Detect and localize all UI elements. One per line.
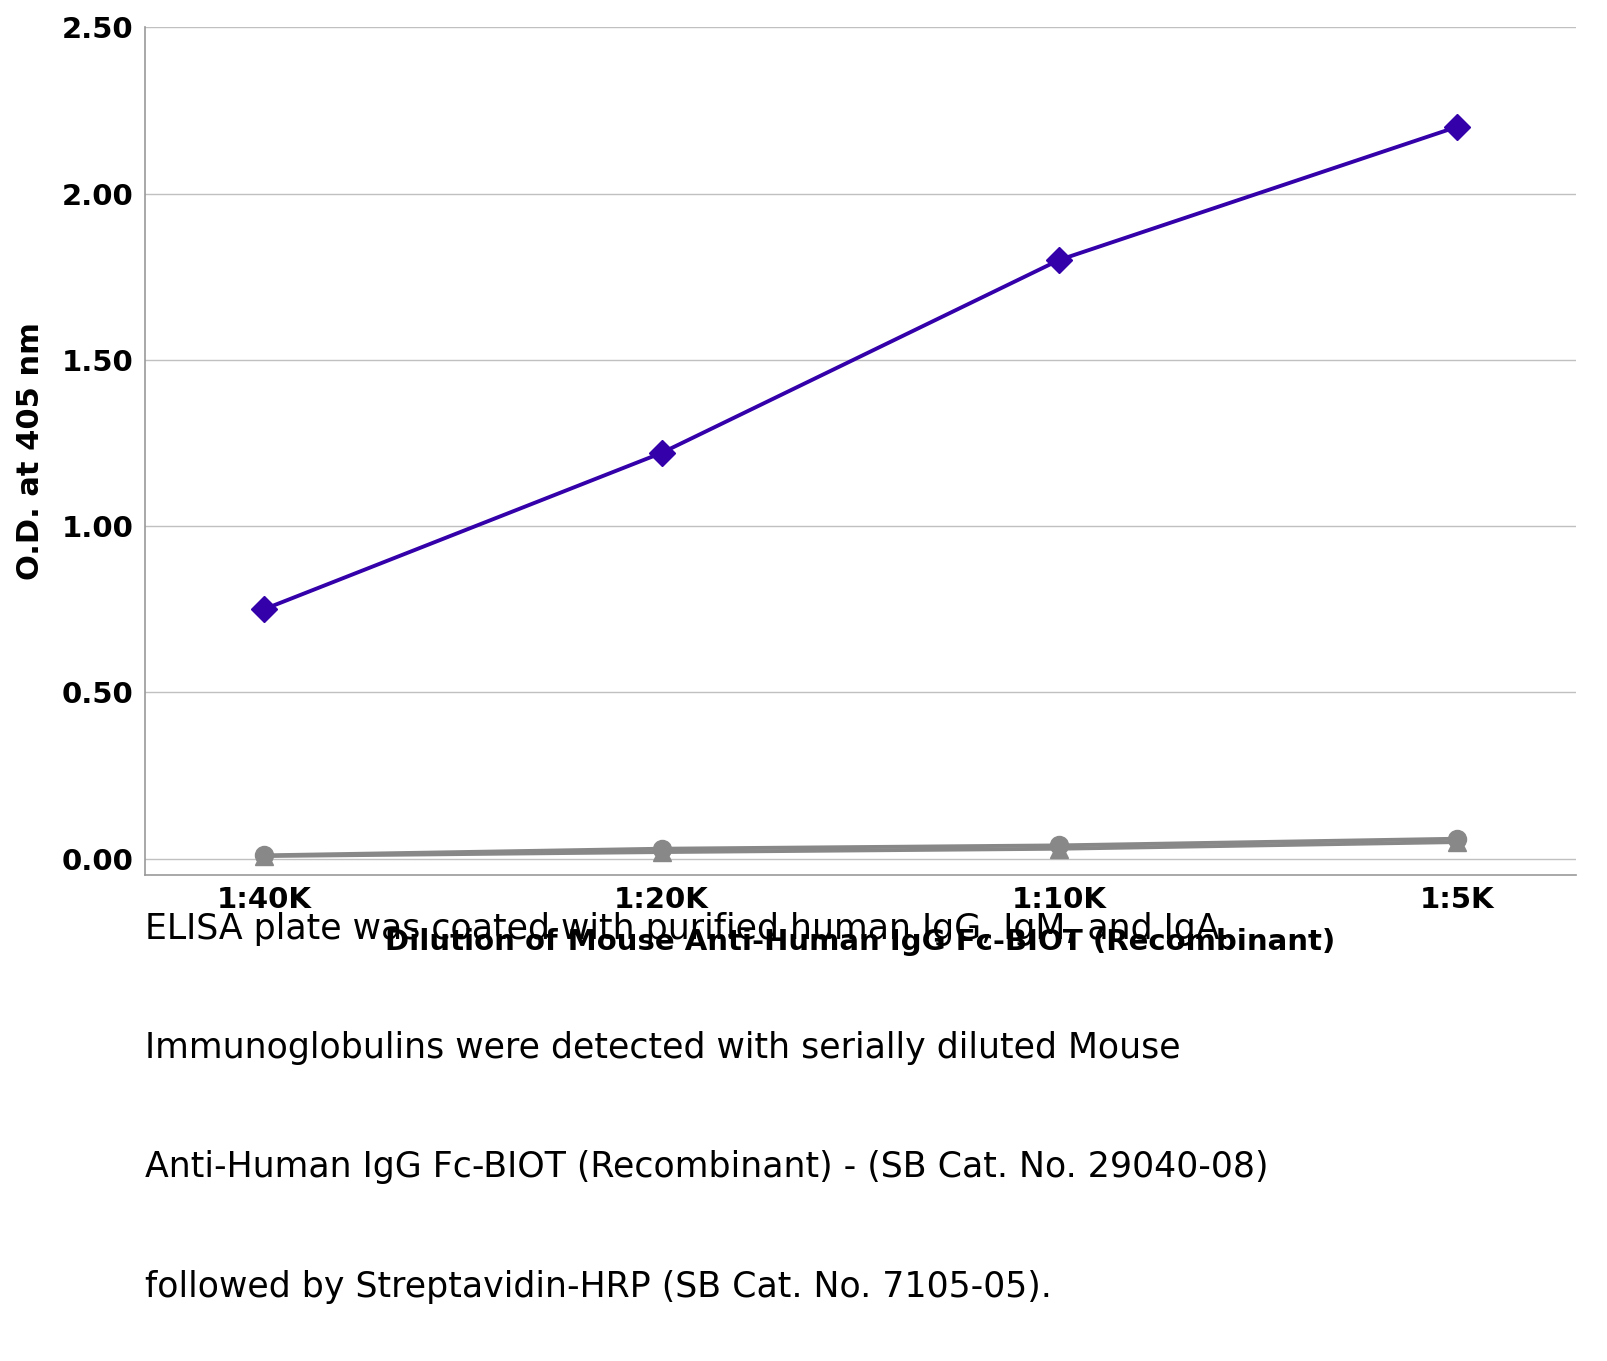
Text: Immunoglobulins were detected with serially diluted Mouse: Immunoglobulins were detected with seria… bbox=[145, 1032, 1180, 1066]
Text: followed by Streptavidin-HRP (SB Cat. No. 7105-05).: followed by Streptavidin-HRP (SB Cat. No… bbox=[145, 1270, 1051, 1304]
Text: ELISA plate was coated with purified human IgG, IgM, and IgA.: ELISA plate was coated with purified hum… bbox=[145, 912, 1229, 946]
Text: Anti-Human IgG Fc-BIOT (Recombinant) - (SB Cat. No. 29040-08): Anti-Human IgG Fc-BIOT (Recombinant) - (… bbox=[145, 1150, 1268, 1184]
Y-axis label: O.D. at 405 nm: O.D. at 405 nm bbox=[16, 323, 45, 580]
Legend: IgG, IgM, IgA: IgG, IgM, IgA bbox=[1605, 44, 1607, 295]
X-axis label: Dilution of Mouse Anti-Human IgG Fc-BIOT (Recombinant): Dilution of Mouse Anti-Human IgG Fc-BIOT… bbox=[386, 928, 1334, 957]
